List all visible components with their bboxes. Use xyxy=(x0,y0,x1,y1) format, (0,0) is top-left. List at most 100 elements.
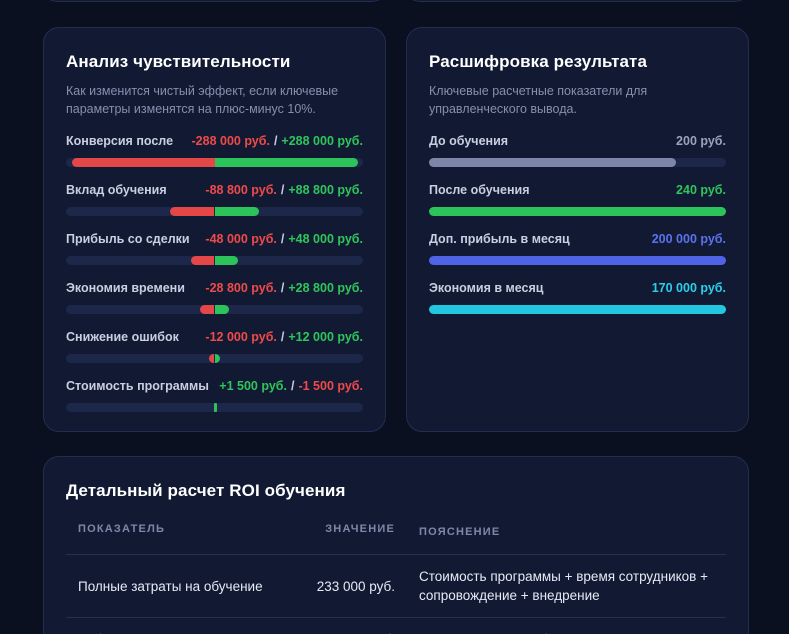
breakdown-row-head: До обучения 200 руб. xyxy=(429,134,726,148)
sensitivity-subtitle: Как изменится чистый эффект, если ключев… xyxy=(66,84,339,116)
sensitivity-row-head: Стоимость программы +1 500 руб. / -1 500 ру… xyxy=(66,379,363,393)
sensitivity-track xyxy=(66,256,363,265)
sensitivity-track xyxy=(66,403,363,412)
breakdown-row-head: После обучения 240 руб. xyxy=(429,183,726,197)
breakdown-row: После обучения 240 руб. xyxy=(429,183,726,216)
value-separator: / xyxy=(280,183,285,197)
cell-indicator: Полные затраты на обучение xyxy=(78,578,263,594)
breakdown-row-label: До обучения xyxy=(429,134,509,148)
negative-impact-bar xyxy=(200,305,215,314)
sensitivity-values: -28 800 руб. / +28 800 руб. xyxy=(205,281,363,295)
breakdown-fill-bar xyxy=(429,305,726,314)
sensitivity-row: Стоимость программы +1 500 руб. / -1 500 ру… xyxy=(66,379,363,412)
previous-card-left xyxy=(43,0,386,2)
positive-impact-bar xyxy=(214,354,221,363)
sensitivity-track xyxy=(66,207,363,216)
first-value: -288 000 руб. xyxy=(191,134,270,148)
value-separator: / xyxy=(290,379,295,393)
negative-impact-bar xyxy=(170,207,215,216)
previous-card-right xyxy=(406,0,749,2)
breakdown-row-value: 200 000 руб. xyxy=(651,232,726,246)
sensitivity-title: Анализ чувствительности xyxy=(66,52,291,71)
value-separator: / xyxy=(280,330,285,344)
sensitivity-row-head: Вклад обучения -88 800 руб. / +88 800 руб. xyxy=(66,183,363,197)
sensitivity-row: Вклад обучения -88 800 руб. / +88 800 руб. xyxy=(66,183,363,216)
cell-explanation: Участники x часы обучения x стоимость ча… xyxy=(395,630,714,634)
second-value: -1 500 руб. xyxy=(298,379,363,393)
breakdown-row: Доп. прибыль в месяц 200 000 руб. xyxy=(429,232,726,265)
breakdown-subtitle: Ключевые расчетные показатели для управл… xyxy=(429,84,648,116)
negative-impact-bar xyxy=(208,354,215,363)
cell-explanation: Стоимость программы + время сотрудников … xyxy=(419,569,708,603)
roi-title: Детальный расчет ROI обучения xyxy=(66,481,346,500)
breakdown-row-label: Экономия в месяц xyxy=(429,281,544,295)
sensitivity-card: Анализ чувствительности Как изменится чи… xyxy=(43,27,386,432)
breakdown-row-value: 240 руб. xyxy=(676,183,726,197)
positive-impact-bar xyxy=(214,305,229,314)
first-value: -28 800 руб. xyxy=(205,281,277,295)
second-value: +48 000 руб. xyxy=(288,232,363,246)
sensitivity-track xyxy=(66,158,363,167)
breakdown-row: Экономия в месяц 170 000 руб. xyxy=(429,281,726,314)
negative-impact-bar xyxy=(190,256,215,265)
breakdown-row-label: Доп. прибыль в месяц xyxy=(429,232,570,246)
sensitivity-list: Конверсия после -288 000 руб. / +288 000 ру… xyxy=(66,134,363,412)
first-value: -88 800 руб. xyxy=(205,183,277,197)
sensitivity-row-head: Снижение ошибок -12 000 руб. / +12 000 руб. xyxy=(66,330,363,344)
breakdown-row-head: Экономия в месяц 170 000 руб. xyxy=(429,281,726,295)
value-separator: / xyxy=(273,134,278,148)
positive-impact-bar xyxy=(214,256,239,265)
roi-table-header: ПОКАЗАТЕЛЬ ЗНАЧЕНИЕ ПОЯСНЕНИЕ xyxy=(66,523,726,555)
breakdown-track xyxy=(429,305,726,314)
sensitivity-row-label: Конверсия после xyxy=(66,134,174,148)
value-separator: / xyxy=(280,281,285,295)
first-value: -48 000 руб. xyxy=(205,232,277,246)
breakdown-fill-bar xyxy=(429,207,726,216)
cell-value: 233 000 руб. xyxy=(316,578,395,594)
sensitivity-row: Конверсия после -288 000 руб. / +288 000 ру… xyxy=(66,134,363,167)
breakdown-row-head: Доп. прибыль в месяц 200 000 руб. xyxy=(429,232,726,246)
breakdown-track xyxy=(429,256,726,265)
sensitivity-values: -12 000 руб. / +12 000 руб. xyxy=(205,330,363,344)
sensitivity-row-head: Прибыль со сделки -48 000 руб. / +48 000 ру… xyxy=(66,232,363,246)
sensitivity-tick-bar xyxy=(213,403,217,412)
second-value: +12 000 руб. xyxy=(288,330,363,344)
breakdown-row-value: 200 руб. xyxy=(676,134,726,148)
sensitivity-row-label: Снижение ошибок xyxy=(66,330,179,344)
sensitivity-row-label: Стоимость программы xyxy=(66,379,209,393)
first-value: -12 000 руб. xyxy=(205,330,277,344)
table-row: Рабочее время сотрудников108 000 руб.Уча… xyxy=(66,618,726,634)
second-value: +88 800 руб. xyxy=(288,183,363,197)
breakdown-fill-bar xyxy=(429,158,677,167)
value-separator: / xyxy=(280,232,285,246)
breakdown-track xyxy=(429,207,726,216)
roi-table: ПОКАЗАТЕЛЬ ЗНАЧЕНИЕ ПОЯСНЕНИЕ Полные зат… xyxy=(66,523,726,634)
column-header-explanation: ПОЯСНЕНИЕ xyxy=(419,526,501,538)
first-value: +1 500 руб. xyxy=(219,379,287,393)
positive-impact-bar xyxy=(214,158,358,167)
cell-indicator: Рабочее время сотрудников xyxy=(78,632,288,634)
breakdown-track xyxy=(429,158,726,167)
sensitivity-values: +1 500 руб. / -1 500 руб. xyxy=(219,379,363,393)
roi-card: Детальный расчет ROI обучения ПОКАЗАТЕЛЬ… xyxy=(43,456,749,634)
sensitivity-row-head: Экономия времени -28 800 руб. / +28 800 руб… xyxy=(66,281,363,295)
column-header-value: ЗНАЧЕНИЕ xyxy=(325,523,395,535)
sensitivity-row-label: Экономия времени xyxy=(66,281,185,295)
sensitivity-row-label: Вклад обучения xyxy=(66,183,167,197)
sensitivity-values: -48 000 руб. / +48 000 руб. xyxy=(205,232,363,246)
cell-value: 108 000 руб. xyxy=(288,632,395,634)
second-value: +288 000 руб. xyxy=(281,134,363,148)
breakdown-list: До обучения 200 руб. После обучения 240 руб… xyxy=(429,134,726,314)
sensitivity-track xyxy=(66,305,363,314)
breakdown-card: Расшифровка результата Ключевые расчетны… xyxy=(406,27,749,432)
sensitivity-row: Снижение ошибок -12 000 руб. / +12 000 руб. xyxy=(66,330,363,363)
positive-impact-bar xyxy=(214,207,259,216)
table-row: Полные затраты на обучение 233 000 руб. Ст… xyxy=(66,555,726,618)
breakdown-row-value: 170 000 руб. xyxy=(651,281,726,295)
sensitivity-row-head: Конверсия после -288 000 руб. / +288 000 ру… xyxy=(66,134,363,148)
column-header-indicator: ПОКАЗАТЕЛЬ xyxy=(78,523,166,535)
breakdown-fill-bar xyxy=(429,256,726,265)
roi-table-body: Полные затраты на обучение 233 000 руб. Ст… xyxy=(66,555,726,634)
sensitivity-row-label: Прибыль со сделки xyxy=(66,232,190,246)
negative-impact-bar xyxy=(71,158,215,167)
